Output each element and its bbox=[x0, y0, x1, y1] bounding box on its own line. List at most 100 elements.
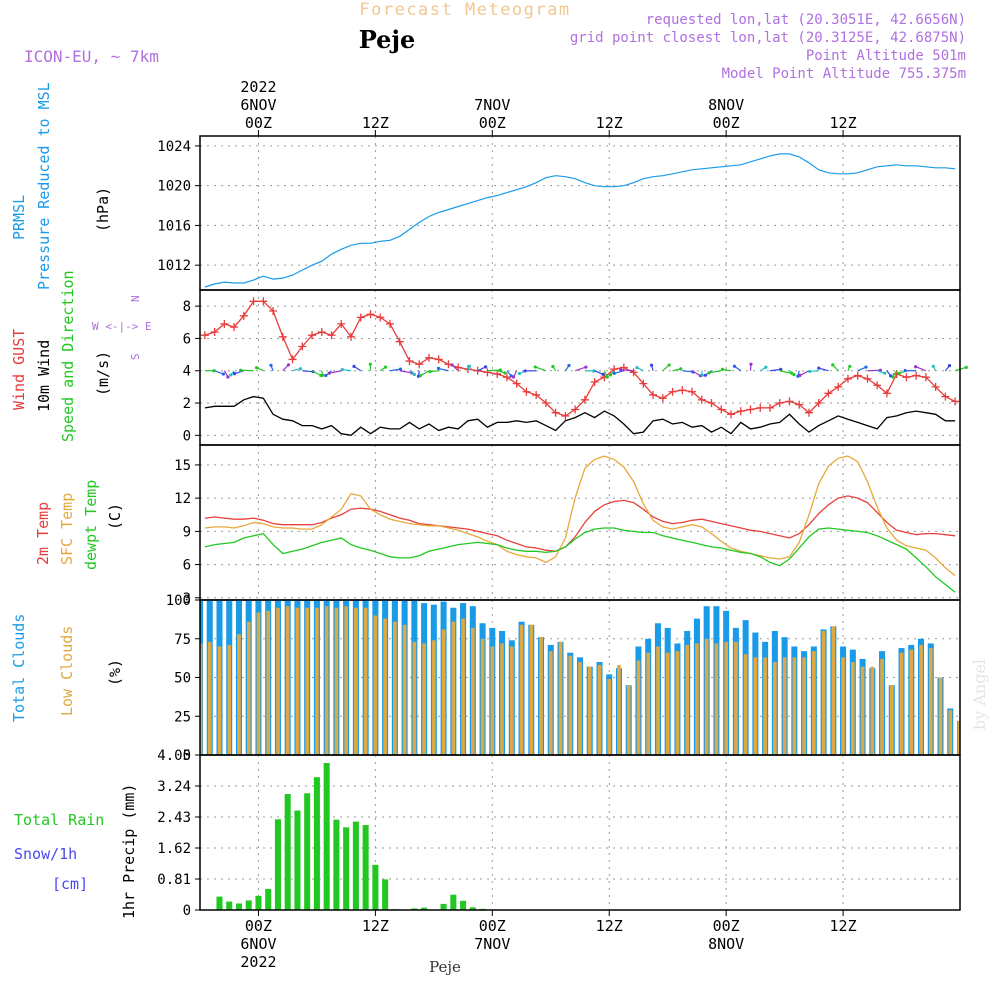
low-clouds-bar bbox=[928, 648, 933, 755]
precipitation-ytick-label: 1.62 bbox=[157, 841, 191, 857]
wind-gust-marker bbox=[415, 360, 424, 369]
rain-bar bbox=[352, 821, 359, 910]
wind-gust-marker bbox=[376, 313, 385, 322]
low-clouds-bar bbox=[354, 607, 358, 755]
wind-direction-arrowhead bbox=[239, 368, 243, 372]
wind-direction-arrowhead bbox=[498, 368, 502, 372]
rain-bar bbox=[255, 895, 262, 910]
temperature-ytick-label: 3 bbox=[183, 591, 191, 607]
wind-gust-marker bbox=[804, 408, 813, 417]
wind-direction-arrowhead bbox=[517, 371, 522, 376]
low-clouds-bar bbox=[685, 644, 689, 755]
wind-direction-arrowhead bbox=[226, 375, 230, 379]
wind-gust-marker bbox=[298, 342, 307, 351]
low-clouds-bar bbox=[597, 665, 602, 755]
top-time-label: 6NOV bbox=[240, 96, 276, 114]
wind-ytick-label: 6 bbox=[183, 331, 191, 347]
wind-gust-marker bbox=[239, 311, 248, 320]
wind-gust-marker bbox=[717, 405, 726, 414]
temperature-series-1-line bbox=[204, 455, 956, 577]
wind-direction-arrowhead bbox=[601, 372, 605, 376]
footer-location: Peje bbox=[429, 958, 461, 976]
low-clouds-bar bbox=[393, 621, 397, 755]
low-clouds-bar bbox=[373, 615, 378, 755]
low-clouds-bar bbox=[276, 607, 280, 755]
low-clouds-bar bbox=[821, 631, 826, 755]
pressure-msl-label: Pressure Reduced to MSL bbox=[35, 82, 53, 290]
low-clouds-bar bbox=[285, 606, 290, 755]
wind-direction-arrowhead bbox=[700, 373, 704, 377]
wind-direction-arrow bbox=[420, 370, 430, 377]
precipitation-ytick-label: 4.05 bbox=[157, 748, 191, 764]
wind-gust-marker bbox=[200, 331, 209, 340]
total-clouds-label: Total Clouds bbox=[10, 614, 28, 722]
rain-bar bbox=[304, 793, 311, 910]
wind-direction-arrowhead bbox=[798, 373, 802, 378]
wind-gust-marker bbox=[902, 373, 911, 382]
bottom-time-label: 12Z bbox=[596, 917, 623, 935]
temperature-ytick-label: 9 bbox=[183, 524, 191, 540]
wind-direction-arrowhead bbox=[436, 366, 441, 371]
top-time-label: 00Z bbox=[479, 114, 506, 132]
wind-direction-arrowhead bbox=[649, 363, 654, 367]
wind-direction-arrowhead bbox=[383, 365, 388, 369]
precipitation-ytick-label: 2.43 bbox=[157, 810, 191, 826]
low-clouds-bar bbox=[675, 651, 680, 755]
bottom-time-label: 7NOV bbox=[474, 935, 510, 953]
wind-direction-arrowhead bbox=[883, 371, 887, 375]
low-clouds-bar bbox=[626, 685, 631, 755]
clouds-panel-labels: Total Clouds Low Clouds (%) bbox=[10, 614, 124, 722]
wind-gust-marker bbox=[707, 399, 716, 408]
low-clouds-bar bbox=[266, 610, 271, 755]
rain-bar bbox=[372, 864, 379, 910]
wind-gust-marker bbox=[814, 399, 823, 408]
wind-direction-arrowhead bbox=[567, 363, 571, 368]
wind-direction-arrowhead bbox=[221, 372, 226, 376]
bottom-time-label: 6NOV bbox=[240, 935, 276, 953]
clouds-ytick-label: 75 bbox=[174, 632, 191, 648]
wind-gust-marker bbox=[308, 331, 317, 340]
low-clouds-bar bbox=[324, 606, 329, 755]
low-clouds-bar bbox=[919, 644, 923, 755]
rain-bar bbox=[226, 901, 233, 910]
rain-bar bbox=[382, 879, 389, 910]
model-point-altitude: Model Point Altitude 755.375m bbox=[722, 66, 966, 82]
low-clouds-bar bbox=[227, 644, 232, 755]
wind-direction-arrowhead bbox=[732, 364, 737, 368]
wind-gust-marker bbox=[522, 387, 531, 396]
rain-bar bbox=[265, 888, 272, 910]
wind-direction-arrowhead bbox=[340, 367, 344, 372]
low-clouds-bar bbox=[334, 607, 339, 755]
wind-gust-marker bbox=[356, 313, 365, 322]
wind-direction-arrowhead bbox=[592, 369, 596, 373]
wind-gust-marker bbox=[697, 395, 706, 404]
temp-sfc-label: SFC Temp bbox=[58, 493, 76, 565]
wind-gust-marker bbox=[337, 319, 346, 328]
wind-gust-marker bbox=[785, 397, 794, 406]
bottom-time-label: 00Z bbox=[713, 917, 740, 935]
wind-unit-label: (m/s) bbox=[94, 351, 112, 396]
temperature-panel-labels: 2m Temp SFC Temp dewpt Temp (C) bbox=[34, 480, 124, 570]
wind-gust-marker bbox=[561, 411, 570, 420]
wind-direction-arrowhead bbox=[612, 371, 616, 375]
wind-ytick-label: 4 bbox=[183, 364, 191, 380]
wind-direction-arrowhead bbox=[321, 373, 325, 377]
model-name: ICON-EU, ~ 7km bbox=[24, 47, 159, 66]
wind-direction-arrowhead bbox=[324, 373, 328, 378]
temperature-ytick-label: 6 bbox=[183, 558, 191, 574]
bottom-time-label: 2022 bbox=[240, 953, 276, 971]
wind-gust-marker bbox=[746, 405, 755, 414]
low-clouds-bar bbox=[714, 643, 719, 755]
wind-gust-marker bbox=[824, 389, 833, 398]
low-clouds-bar bbox=[782, 657, 787, 755]
wind-direction-arrow bbox=[234, 370, 245, 375]
wind-gust-marker bbox=[278, 332, 287, 341]
wind-direction-arrowhead bbox=[533, 365, 537, 369]
wind-direction-arrowhead bbox=[679, 367, 683, 371]
wind-series-1-line bbox=[204, 395, 956, 436]
wind-gust-marker bbox=[853, 371, 862, 380]
wind-direction-arrowhead bbox=[947, 364, 952, 368]
wind-direction-arrowhead bbox=[327, 371, 331, 375]
location-title: Peje bbox=[359, 25, 416, 54]
